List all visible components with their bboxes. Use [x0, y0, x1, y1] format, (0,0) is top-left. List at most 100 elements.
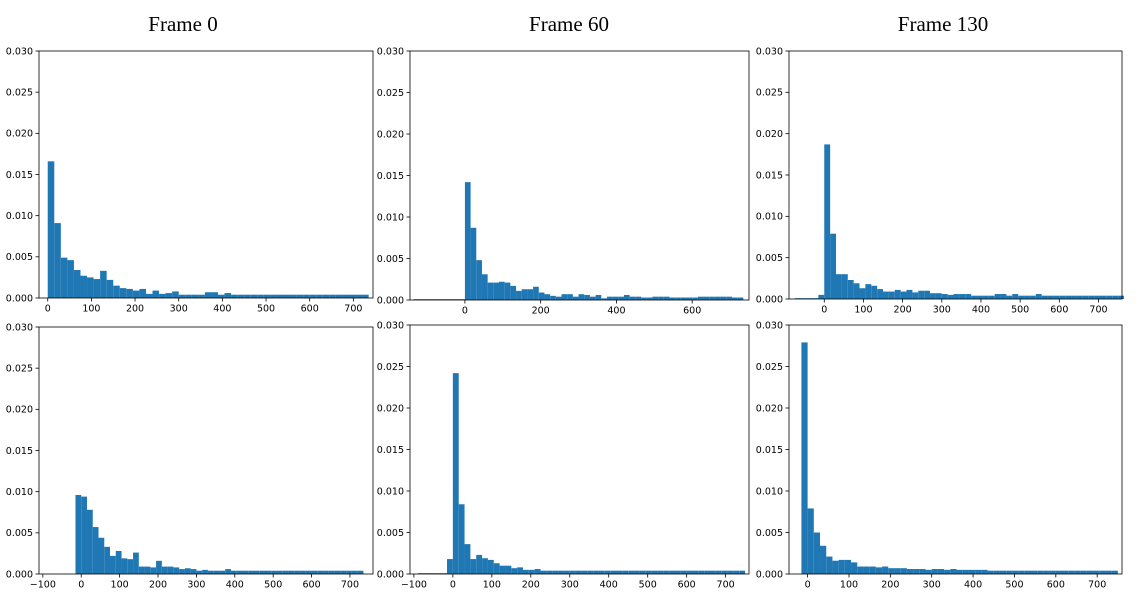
histogram-bar — [663, 296, 670, 300]
x-tick-label: 200 — [532, 306, 550, 317]
histogram-panel-frame130-top: 0.000 0.005 0.010 0.015 0.020 0.025 0.030 0 100 2… — [756, 46, 1124, 316]
histogram-bar — [144, 566, 151, 574]
histogram-bar — [853, 283, 860, 299]
y-tick-label: 0.005 — [377, 254, 404, 265]
histogram-bar — [1006, 570, 1013, 574]
histogram-bar — [959, 294, 966, 299]
histogram-bar — [334, 570, 341, 574]
histogram-bar — [546, 570, 553, 574]
histogram-bar — [1041, 295, 1048, 299]
histogram-bar — [230, 570, 237, 574]
histogram-bar — [442, 299, 448, 300]
histogram-bar — [906, 569, 914, 574]
histogram-bar — [663, 570, 670, 574]
histogram-bar — [555, 296, 562, 300]
histogram-bar — [248, 570, 254, 574]
histogram-bar — [493, 563, 500, 574]
histogram-bar — [93, 279, 101, 298]
histogram-bar — [127, 559, 134, 574]
histogram-bar — [704, 570, 711, 574]
x-tick-label: 300 — [933, 305, 951, 316]
y-tick-label: 0.010 — [756, 212, 783, 223]
histogram-bar — [1024, 295, 1030, 299]
histogram-bar — [731, 297, 738, 300]
histogram-bar — [651, 570, 658, 574]
histogram-bar — [1065, 295, 1072, 299]
histogram-bar — [441, 573, 448, 574]
y-tick-label: 0.005 — [6, 528, 33, 539]
histogram-bar — [680, 297, 687, 300]
histogram-bar — [1088, 295, 1095, 299]
histogram-bar — [340, 570, 347, 574]
histogram-bar — [534, 569, 541, 574]
histogram-bar — [1086, 570, 1094, 574]
histogram-bar — [1049, 570, 1056, 574]
histogram-bar — [263, 294, 271, 298]
histogram-bar — [807, 508, 814, 574]
y-tick-label: 0.025 — [377, 362, 404, 373]
histogram-bar — [993, 570, 1000, 574]
y-tick-label: 0.030 — [6, 46, 33, 57]
histogram-bar — [800, 298, 807, 299]
histogram-bar — [204, 292, 212, 298]
x-tick-label: 200 — [149, 580, 167, 591]
histogram-bar — [355, 294, 363, 298]
histogram-bar — [635, 296, 642, 300]
histogram-bar — [511, 568, 518, 574]
histogram-bar — [276, 294, 284, 298]
histogram-bar — [113, 285, 120, 298]
histogram-bar — [721, 570, 728, 574]
histogram-bar — [159, 293, 166, 298]
y-tick-label: 0.015 — [377, 445, 404, 456]
histogram-bar — [703, 296, 710, 300]
histogram-bar — [207, 570, 214, 574]
histogram-bar — [1106, 295, 1113, 299]
x-tick-label: 500 — [264, 580, 282, 591]
histogram-bar — [231, 294, 238, 298]
histogram-bar — [482, 558, 488, 574]
histogram-bar — [311, 570, 318, 574]
histogram-bar — [572, 296, 579, 300]
histogram-bar — [601, 298, 607, 300]
histogram-bar — [178, 294, 186, 298]
histogram-bar — [641, 297, 647, 300]
histogram-bar — [971, 295, 978, 299]
histogram-bar — [1080, 570, 1087, 574]
x-tick-label: 0 — [805, 580, 811, 591]
histogram-bar — [1076, 295, 1083, 299]
histogram-bar — [628, 570, 635, 574]
histogram-bar — [1111, 570, 1118, 574]
histogram-bar — [521, 289, 528, 300]
histogram-bar — [737, 297, 744, 300]
histogram-bar — [60, 257, 68, 298]
histogram-bar — [801, 342, 808, 574]
x-tick-label: 600 — [1047, 580, 1065, 591]
histogram-bar — [121, 558, 128, 574]
histogram-bar — [550, 295, 556, 300]
y-tick-label: 0.030 — [377, 320, 404, 331]
histogram-bar — [1000, 294, 1007, 299]
histogram-bar — [185, 294, 192, 298]
histogram-bar — [317, 570, 324, 574]
histogram-bar — [242, 570, 249, 574]
histogram-bar — [362, 294, 369, 298]
histogram-panel-frame60-bottom: 0.000 0.005 0.010 0.015 0.020 0.025 0.030 −100 0… — [377, 320, 750, 591]
histogram-bar — [499, 281, 505, 300]
histogram-bar — [271, 570, 278, 574]
histogram-bar — [150, 567, 157, 574]
histogram-bar — [869, 566, 876, 574]
x-tick-label: 200 — [881, 580, 899, 591]
histogram-bar — [888, 291, 895, 299]
histogram-bar — [675, 297, 681, 300]
y-tick-label: 0.025 — [6, 364, 33, 375]
histogram-bar — [133, 552, 139, 574]
y-tick-label: 0.030 — [756, 46, 783, 57]
histogram-bar — [1018, 570, 1025, 574]
histogram-bar — [1012, 570, 1019, 574]
histogram-bar — [346, 570, 352, 574]
histogram-bar — [282, 570, 289, 574]
histogram-bar — [812, 298, 819, 299]
histogram-bar — [202, 569, 208, 574]
histogram-bar — [303, 294, 310, 298]
